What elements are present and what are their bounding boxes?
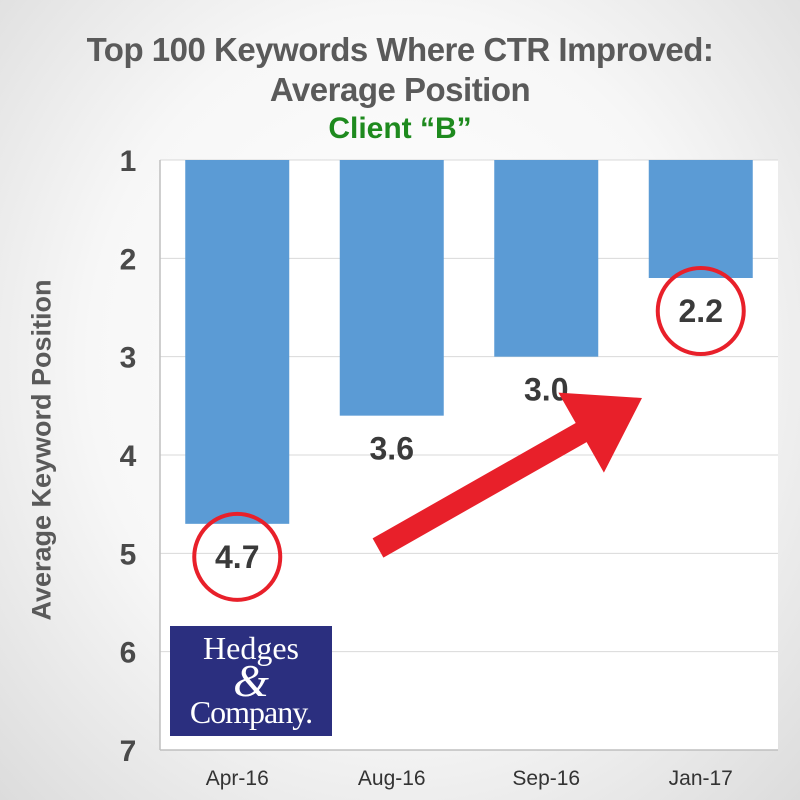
x-tick-label: Sep-16 [512,767,580,790]
y-tick-label: 3 [120,342,137,375]
logo-ampersand: & [233,655,269,706]
y-tick-label: 7 [120,735,137,768]
bar-jan-17 [648,160,753,278]
y-tick-label: 5 [120,538,137,571]
data-label: 3.0 [524,372,568,408]
data-label: 4.7 [215,539,259,575]
bar-sep-16 [494,160,599,357]
chart-subtitle: Client “B” [328,112,472,145]
data-label-circle [192,511,283,602]
logo-line-hedges: Hedges [203,630,299,666]
y-tick-label: 2 [120,243,137,276]
bar-aug-16 [339,160,444,416]
data-label: 3.6 [370,431,414,467]
trend-arrow [372,392,642,558]
y-tick-label: 4 [120,440,137,473]
data-label-circle [655,266,746,356]
y-tick-label: 1 [120,145,137,178]
x-tick-label: Apr-16 [206,767,269,790]
y-tick-label: 6 [120,637,137,670]
chart-title-line2: Average Position [269,71,531,108]
chart-title-line1: Top 100 Keywords Where CTR Improved: [86,31,714,68]
x-tick-label: Jan-17 [669,767,733,790]
x-tick-label: Aug-16 [358,767,426,790]
logo-line-company: Company. [189,694,313,730]
data-label: 2.2 [679,293,723,329]
hedges-company-logo: Hedges & Company. [170,626,332,736]
chart-title: Top 100 Keywords Where CTR Improved: Ave… [0,30,800,110]
bar-apr-16 [185,160,290,524]
